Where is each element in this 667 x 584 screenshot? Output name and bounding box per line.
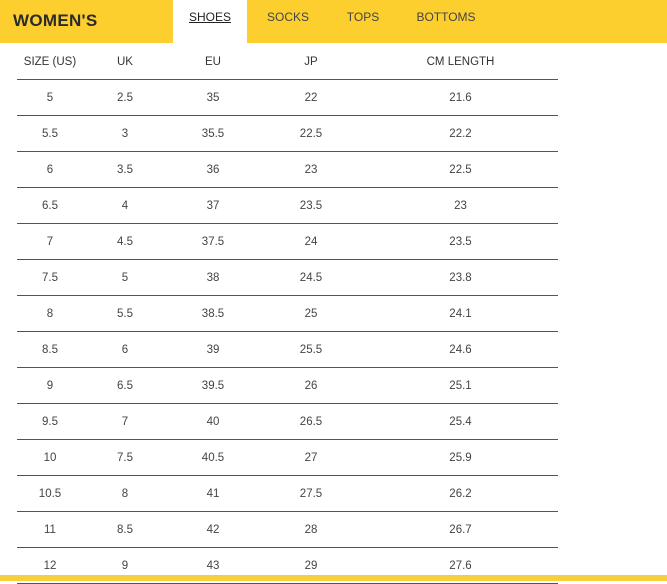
tab-tops[interactable]: TOPS [346, 10, 380, 24]
table-cell: 39 [167, 331, 259, 368]
bottom-accent-bar [0, 575, 667, 581]
table-row: 8.5 6 39 25.5 24.6 [17, 331, 558, 368]
page-title: WOMEN'S [13, 11, 98, 30]
table-cell: 26.5 [259, 403, 363, 440]
table-row: 6.5 4 37 23.5 23 [17, 187, 558, 224]
table-row: 7.5 5 38 24.5 23.8 [17, 259, 558, 296]
table-row: 9.5 7 40 26.5 25.4 [17, 403, 558, 440]
table-cell: 27.5 [259, 475, 363, 512]
table-cell: 10.5 [17, 475, 83, 512]
table-cell: 26.2 [363, 475, 558, 512]
table-cell: 24 [259, 223, 363, 260]
table-cell: 23.5 [363, 223, 558, 260]
table-cell: 7 [83, 403, 167, 440]
table-cell: 5.5 [17, 115, 83, 152]
table-cell: 25.1 [363, 367, 558, 404]
table-cell: 6.5 [17, 187, 83, 224]
table-cell: 23 [363, 187, 558, 224]
table-cell: 8 [17, 295, 83, 332]
table-row: 11 8.5 42 28 26.7 [17, 511, 558, 548]
table-cell: 38 [167, 259, 259, 296]
column-header: SIZE (US) [17, 44, 83, 80]
table-cell: 5 [17, 79, 83, 116]
table-cell: 24.1 [363, 295, 558, 332]
table-cell: 41 [167, 475, 259, 512]
table-cell: 25.5 [259, 331, 363, 368]
table-cell: 22.5 [259, 115, 363, 152]
table-cell: 26.7 [363, 511, 558, 548]
table-cell: 24.5 [259, 259, 363, 296]
table-row: 9 6.5 39.5 26 25.1 [17, 367, 558, 404]
table-cell: 22.5 [363, 151, 558, 188]
table-cell: 36 [167, 151, 259, 188]
tab-bottoms[interactable]: BOTTOMS [416, 10, 476, 24]
table-cell: 9.5 [17, 403, 83, 440]
table-cell: 8 [83, 475, 167, 512]
table-cell: 26 [259, 367, 363, 404]
table-cell: 22 [259, 79, 363, 116]
table-row: 5.5 3 35.5 22.5 22.2 [17, 115, 558, 152]
table-row: 8 5.5 38.5 25 24.1 [17, 295, 558, 332]
table-cell: 35.5 [167, 115, 259, 152]
table-cell: 9 [17, 367, 83, 404]
table-cell: 37 [167, 187, 259, 224]
size-chart-table: SIZE (US) UK EU JP CM LENGTH 5 2.5 35 22 21.6 5.5… [17, 44, 558, 584]
table-cell: 23.8 [363, 259, 558, 296]
table-cell: 27 [259, 439, 363, 476]
table-row: 6 3.5 36 23 22.5 [17, 151, 558, 188]
table-cell: 2.5 [83, 79, 167, 116]
table-cell: 39.5 [167, 367, 259, 404]
table-row: 10 7.5 40.5 27 25.9 [17, 439, 558, 476]
table-cell: 4 [83, 187, 167, 224]
table-cell: 25 [259, 295, 363, 332]
column-header: CM LENGTH [363, 44, 558, 80]
table-row: 7 4.5 37.5 24 23.5 [17, 223, 558, 260]
table-cell: 38.5 [167, 295, 259, 332]
table-cell: 6 [83, 331, 167, 368]
table-cell: 3.5 [83, 151, 167, 188]
table-cell: 11 [17, 511, 83, 548]
category-header: WOMEN'S SHOES SOCKS TOPS BOTTOMS [0, 0, 667, 43]
table-cell: 40.5 [167, 439, 259, 476]
table-cell: 7.5 [17, 259, 83, 296]
tab-socks[interactable]: SOCKS [266, 10, 309, 24]
table-cell: 7.5 [83, 439, 167, 476]
table-cell: 6 [17, 151, 83, 188]
table-cell: 25.4 [363, 403, 558, 440]
table-cell: 8.5 [17, 331, 83, 368]
table-cell: 28 [259, 511, 363, 548]
table-cell: 37.5 [167, 223, 259, 260]
table-cell: 23.5 [259, 187, 363, 224]
column-header: EU [167, 44, 259, 80]
table-row: 5 2.5 35 22 21.6 [17, 79, 558, 116]
column-header: UK [83, 44, 167, 80]
table-cell: 4.5 [83, 223, 167, 260]
table-cell: 22.2 [363, 115, 558, 152]
table-cell: 10 [17, 439, 83, 476]
table-cell: 5.5 [83, 295, 167, 332]
table-cell: 3 [83, 115, 167, 152]
table-cell: 24.6 [363, 331, 558, 368]
table-header-row: SIZE (US) UK EU JP CM LENGTH [17, 44, 558, 80]
table-cell: 35 [167, 79, 259, 116]
table-cell: 6.5 [83, 367, 167, 404]
table-cell: 42 [167, 511, 259, 548]
table-row: 10.5 8 41 27.5 26.2 [17, 475, 558, 512]
table-cell: 5 [83, 259, 167, 296]
tab-shoes[interactable]: SHOES [173, 0, 247, 43]
table-cell: 8.5 [83, 511, 167, 548]
table-cell: 23 [259, 151, 363, 188]
table-cell: 21.6 [363, 79, 558, 116]
column-header: JP [259, 44, 363, 80]
table-cell: 25.9 [363, 439, 558, 476]
table-cell: 7 [17, 223, 83, 260]
table-cell: 40 [167, 403, 259, 440]
